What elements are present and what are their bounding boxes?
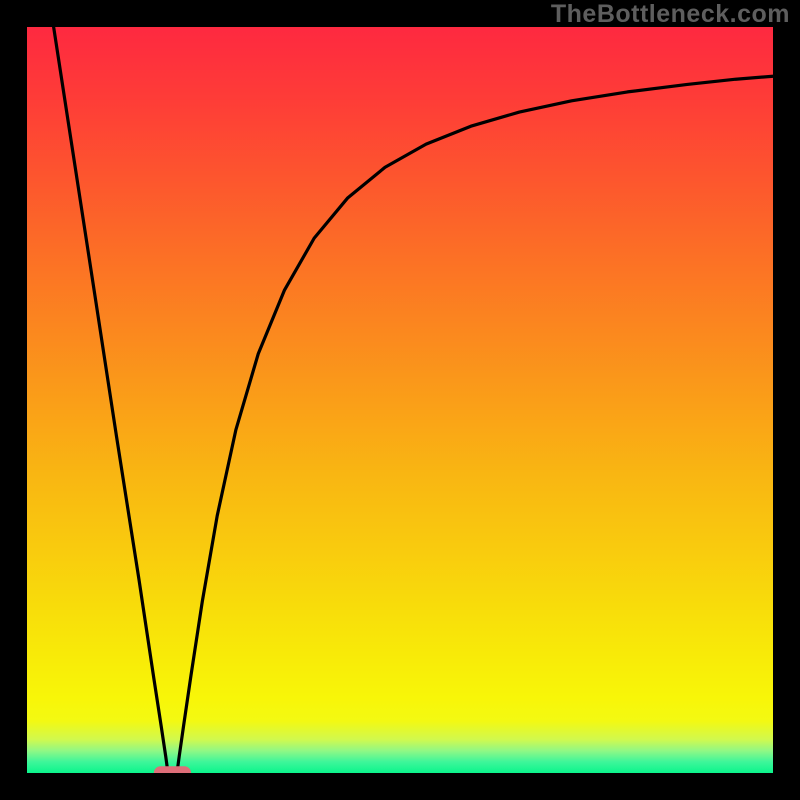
watermark-text: TheBottleneck.com: [551, 0, 790, 29]
chart-container: TheBottleneck.com: [0, 0, 800, 800]
optimal-marker: [154, 766, 191, 773]
chart-svg: [27, 27, 773, 773]
plot-area: [27, 27, 773, 773]
gradient-background: [27, 27, 773, 773]
